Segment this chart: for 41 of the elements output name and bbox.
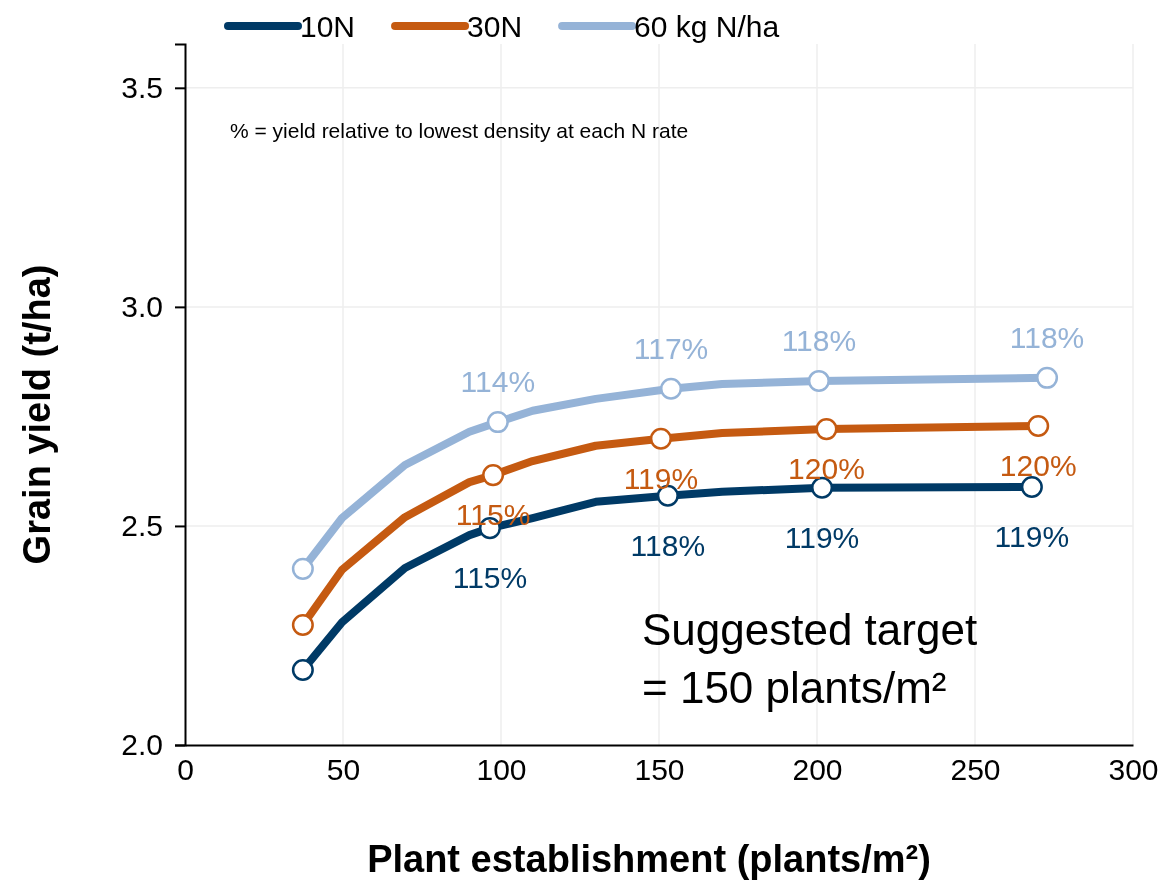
x-tick-label: 300 (1108, 753, 1159, 787)
x-tick-label: 0 (177, 753, 194, 787)
annotation: 119% (623, 461, 699, 495)
annotation: 120% (788, 452, 865, 486)
annotation: 119% (994, 519, 1070, 553)
annotation: 120% (999, 449, 1077, 483)
x-tick-label: 200 (792, 753, 843, 787)
annotation: 118% (1009, 320, 1085, 354)
point (659, 377, 683, 400)
y-tick-label: 2.5 (121, 509, 163, 543)
point (1036, 366, 1059, 389)
y-tick-label: 3.5 (121, 70, 163, 104)
point (291, 613, 314, 636)
point (815, 418, 838, 441)
point (649, 427, 672, 450)
point (807, 369, 830, 392)
legend-label: 60 kg N/ha (634, 10, 780, 43)
annotation: % = yield relative to lowest density at each N rate (230, 119, 689, 142)
annotation: 118% (630, 528, 706, 562)
point (482, 464, 505, 487)
annotation: 114% (460, 365, 536, 399)
x-tick-label: 100 (476, 753, 527, 787)
legend-label: 30N (467, 10, 523, 43)
annotation: Suggested target = 150 plants/m² (642, 605, 978, 712)
annotation: 119% (784, 520, 860, 554)
y-tick-label: 2.0 (121, 728, 163, 762)
y-tick-label: 3.0 (121, 289, 163, 323)
x-tick-label: 50 (326, 753, 361, 787)
legend-label: 10N (300, 10, 356, 43)
y-axis-title: Grain yield (t/ha) (16, 264, 58, 565)
point (291, 557, 314, 580)
x-tick-label: 250 (950, 753, 1001, 787)
point (486, 411, 509, 434)
annotation: 117% (633, 331, 709, 365)
annotation: 118% (781, 323, 857, 357)
annotation: 115% (452, 561, 528, 595)
point (1027, 415, 1050, 438)
point (1020, 475, 1043, 498)
x-tick-label: 150 (634, 753, 685, 787)
x-axis-title: Plant establishment (plants/m²) (367, 838, 931, 880)
point (291, 659, 314, 682)
